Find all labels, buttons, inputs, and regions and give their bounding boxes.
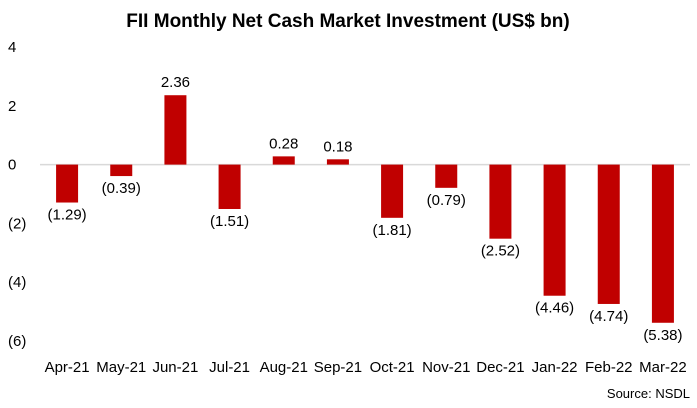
- x-tick-label: Aug-21: [260, 359, 308, 376]
- x-tick-label: Jan-22: [532, 359, 578, 376]
- y-tick-label: 0: [8, 157, 16, 174]
- y-tick-label: (2): [8, 215, 26, 232]
- x-tick-label: Oct-21: [370, 359, 415, 376]
- data-label: (5.38): [643, 327, 682, 344]
- bar: [435, 164, 458, 188]
- x-tick-label: Dec-21: [476, 359, 524, 376]
- y-tick-label: 2: [8, 98, 16, 115]
- bar: [489, 164, 512, 239]
- data-labels: (1.29) (0.39) 2.36 (1.51) 0.28 0.18 (1.81) (0.7…: [47, 74, 682, 344]
- data-label: 0.28: [269, 135, 298, 152]
- x-tick-label: Sep-21: [314, 359, 362, 376]
- y-tick-label: (4): [8, 274, 26, 291]
- bars: [56, 95, 674, 323]
- data-label: 0.18: [323, 138, 352, 155]
- data-label: (1.51): [210, 213, 249, 230]
- x-tick-label: Feb-22: [585, 359, 633, 376]
- x-axis-ticks: Apr-21 May-21 Jun-21 Jul-21 Aug-21 Sep-21 Oct-…: [45, 359, 687, 376]
- data-label: (1.29): [47, 207, 86, 224]
- bar: [651, 164, 674, 323]
- bar: [326, 159, 349, 165]
- x-tick-label: Jul-21: [209, 359, 250, 376]
- data-label: (4.46): [535, 300, 574, 317]
- bar: [272, 156, 295, 165]
- bar: [218, 164, 241, 209]
- bar: [56, 164, 79, 203]
- x-tick-label: May-21: [96, 359, 146, 376]
- y-tick-label: (6): [8, 333, 26, 350]
- bar: [597, 164, 620, 304]
- bar: [381, 164, 404, 218]
- data-label: (2.52): [481, 243, 520, 260]
- x-tick-label: Jun-21: [152, 359, 198, 376]
- data-label: 2.36: [161, 74, 190, 91]
- y-axis-ticks: 4 2 0 (2) (4) (6): [8, 39, 26, 350]
- data-label: (1.81): [372, 222, 411, 239]
- x-tick-label: Nov-21: [422, 359, 470, 376]
- y-tick-label: 4: [8, 39, 16, 56]
- source-note: Source: NSDL: [607, 386, 690, 401]
- bar: [164, 95, 187, 165]
- bar: [110, 164, 133, 177]
- data-label: (4.74): [589, 308, 628, 325]
- data-label: (0.39): [102, 180, 141, 197]
- x-tick-label: Mar-22: [639, 359, 687, 376]
- chart-title: FII Monthly Net Cash Market Investment (…: [126, 11, 569, 32]
- data-label: (0.79): [427, 192, 466, 209]
- bar: [543, 164, 566, 296]
- x-tick-label: Apr-21: [45, 359, 90, 376]
